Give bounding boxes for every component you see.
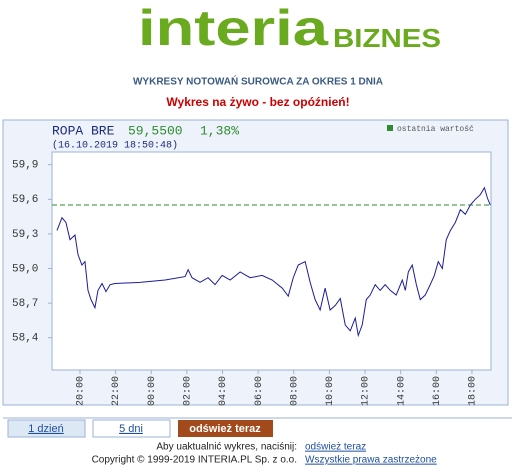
y-tick-label: 59,0 bbox=[12, 263, 38, 275]
x-tick-label: 22:00 bbox=[111, 376, 122, 406]
instrument: ROPA BRE bbox=[52, 123, 115, 138]
plot-area bbox=[51, 151, 492, 371]
y-tick-label: 58,4 bbox=[12, 333, 39, 345]
heading: WYKRESY NOTOWAŃ SUROWCA ZA OKRES 1 DNIA bbox=[133, 75, 383, 88]
x-tick-label: 18:00 bbox=[468, 376, 479, 406]
refresh-button-label[interactable]: odśwież teraz bbox=[189, 423, 261, 435]
copyright: Copyright © 1999-2019 INTERIA.PL Sp. z o… bbox=[92, 455, 297, 466]
x-tick-label: 04:00 bbox=[218, 376, 229, 406]
y-tick-label: 59,9 bbox=[12, 160, 38, 172]
tab-box bbox=[92, 419, 171, 438]
x-tick-label: 02:00 bbox=[183, 376, 194, 406]
x-tick-label: 12:00 bbox=[361, 376, 372, 406]
logo: interia bbox=[138, 0, 329, 56]
legend-swatch bbox=[387, 125, 393, 131]
x-tick-label: 10:00 bbox=[325, 376, 336, 406]
live-note: Wykres na żywo - bez opóźnień! bbox=[166, 95, 349, 109]
y-tick-label: 58,7 bbox=[12, 298, 38, 310]
price: 59,5500 bbox=[128, 123, 183, 138]
timestamp: (16.10.2019 18:50:48) bbox=[52, 140, 178, 152]
y-tick-label: 59,6 bbox=[12, 194, 38, 206]
tab-box bbox=[7, 419, 86, 438]
price-line bbox=[56, 186, 491, 338]
x-tick-label: 00:00 bbox=[147, 376, 158, 406]
change: 1,38% bbox=[200, 123, 239, 138]
rights-link[interactable]: Wszystkie prawa zastrzeżone bbox=[305, 455, 437, 466]
x-tick-label: 08:00 bbox=[289, 376, 300, 406]
logo-section: BIZNES bbox=[333, 23, 441, 53]
legend-label: ostatnia wartość bbox=[397, 125, 474, 134]
x-tick-label: 16:00 bbox=[432, 376, 443, 406]
refresh-button bbox=[178, 420, 273, 437]
y-tick-label: 59,3 bbox=[12, 229, 38, 241]
x-tick-label: 06:00 bbox=[254, 376, 265, 406]
tab[interactable]: 5 dni bbox=[119, 423, 143, 435]
x-tick-label: 20:00 bbox=[76, 376, 87, 406]
x-tick-label: 14:00 bbox=[396, 376, 407, 406]
refresh-link[interactable]: odśwież teraz bbox=[305, 442, 366, 453]
tab[interactable]: 1 dzień bbox=[28, 423, 63, 435]
refresh-text: Aby uaktualnić wykres, naciśnij: bbox=[156, 442, 297, 453]
